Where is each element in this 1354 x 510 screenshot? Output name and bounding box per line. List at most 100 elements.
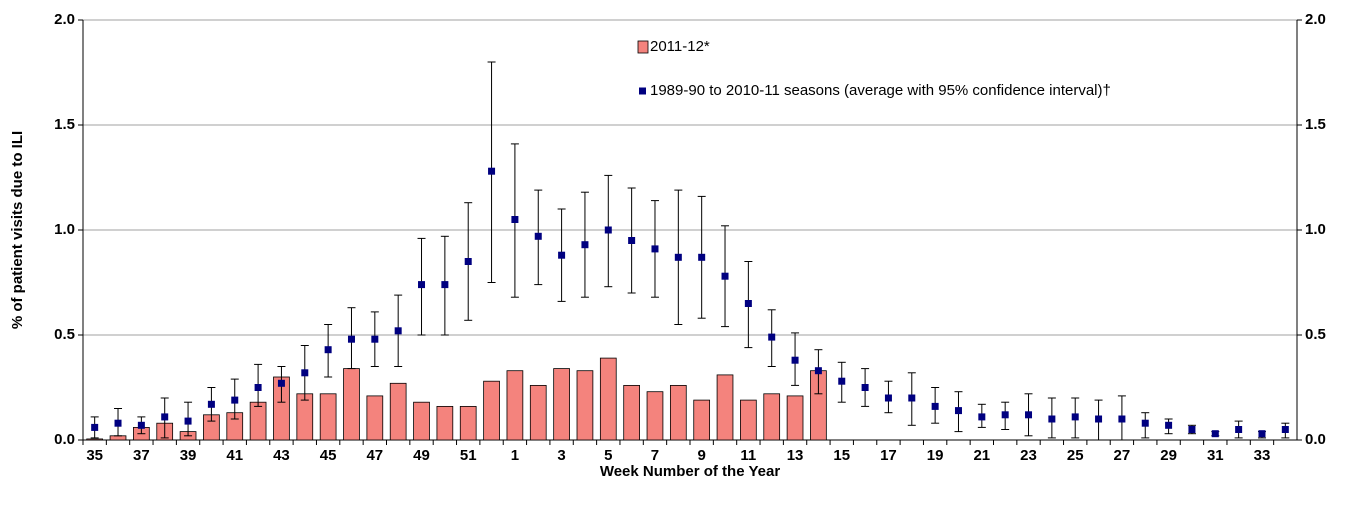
bar xyxy=(296,393,314,441)
marker xyxy=(137,421,145,429)
bar xyxy=(599,357,617,441)
marker xyxy=(931,402,939,410)
marker xyxy=(441,281,449,289)
bar xyxy=(623,384,640,441)
marker xyxy=(207,400,215,408)
bar xyxy=(669,384,687,441)
x-tick-label: 47 xyxy=(366,447,383,464)
marker xyxy=(1001,411,1009,419)
y-tick-label: 1.0 xyxy=(54,221,75,238)
marker xyxy=(674,253,682,261)
marker xyxy=(394,327,402,335)
x-tick-label: 35 xyxy=(86,447,103,464)
marker xyxy=(1211,430,1219,438)
y-tick-label: 0.5 xyxy=(54,326,75,343)
y2-tick-label: 0.5 xyxy=(1305,326,1326,343)
x-tick-label: 13 xyxy=(787,447,804,464)
bar xyxy=(716,374,734,441)
marker xyxy=(1235,426,1243,433)
x-tick-label: 39 xyxy=(180,447,197,464)
marker xyxy=(698,253,706,261)
marker xyxy=(231,396,239,404)
bar xyxy=(529,384,547,441)
marker xyxy=(954,407,962,415)
y-tick-label: 2.0 xyxy=(54,11,75,28)
x-tick-label: 9 xyxy=(698,447,706,464)
x-tick-label: 31 xyxy=(1207,447,1224,464)
bar xyxy=(740,399,757,441)
legend-label: 1989-90 to 2010-11 seasons (average with… xyxy=(650,82,1111,99)
x-tick-label: 3 xyxy=(557,447,565,464)
bar xyxy=(249,401,267,441)
y-tick-label: 1.5 xyxy=(54,116,75,133)
marker xyxy=(161,413,169,421)
x-tick-label: 49 xyxy=(413,447,430,464)
marker xyxy=(604,226,612,234)
x-tick-label: 25 xyxy=(1067,447,1084,464)
bar xyxy=(483,380,500,441)
bar xyxy=(366,395,384,441)
marker xyxy=(978,413,986,421)
marker xyxy=(884,394,892,402)
x-tick-label: 33 xyxy=(1254,447,1271,464)
marker xyxy=(1025,411,1033,419)
marker xyxy=(418,281,426,289)
x-tick-label: 37 xyxy=(133,447,150,464)
marker xyxy=(744,300,752,307)
y-tick-label: 0.0 xyxy=(54,431,75,448)
marker xyxy=(347,335,355,343)
bar xyxy=(459,405,477,441)
bar xyxy=(506,370,524,441)
marker xyxy=(838,377,846,385)
legend-label: 2011-12* xyxy=(650,38,710,55)
bar xyxy=(786,395,804,441)
x-tick-label: 11 xyxy=(740,447,756,464)
marker xyxy=(184,417,192,425)
marker xyxy=(861,384,869,391)
marker xyxy=(324,346,332,354)
marker xyxy=(91,423,99,431)
marker xyxy=(1071,413,1079,421)
y2-tick-label: 2.0 xyxy=(1305,11,1326,28)
marker xyxy=(558,251,566,259)
y2-tick-label: 1.5 xyxy=(1305,116,1326,133)
x-tick-label: 43 xyxy=(273,447,290,464)
marker xyxy=(814,367,822,375)
marker xyxy=(768,333,776,341)
marker xyxy=(651,245,659,253)
x-tick-label: 27 xyxy=(1114,447,1131,464)
legend-swatch xyxy=(639,87,646,95)
bar xyxy=(389,382,407,441)
x-tick-label: 45 xyxy=(320,447,337,464)
marker xyxy=(254,384,262,391)
bar xyxy=(86,438,104,441)
x-tick-label: 1 xyxy=(511,447,519,464)
marker xyxy=(581,241,589,249)
bar xyxy=(693,399,711,441)
bar xyxy=(436,405,454,441)
bar xyxy=(553,368,570,441)
marker xyxy=(1118,415,1126,423)
marker xyxy=(908,394,916,402)
y2-tick-label: 1.0 xyxy=(1305,221,1326,238)
x-axis-title: Week Number of the Year xyxy=(600,463,781,480)
marker xyxy=(1188,426,1196,433)
marker xyxy=(1048,415,1056,423)
bar xyxy=(319,393,337,441)
x-tick-label: 29 xyxy=(1160,447,1177,464)
bar xyxy=(343,368,360,441)
marker xyxy=(1258,430,1266,438)
x-tick-label: 41 xyxy=(226,447,243,464)
marker xyxy=(301,369,309,377)
marker xyxy=(1281,426,1289,433)
x-tick-label: 17 xyxy=(880,447,897,464)
bar xyxy=(413,401,430,441)
marker xyxy=(277,379,285,387)
x-tick-label: 21 xyxy=(973,447,990,464)
marker xyxy=(1141,419,1149,427)
marker xyxy=(371,335,379,343)
y2-tick-label: 0.0 xyxy=(1305,431,1326,448)
marker xyxy=(791,356,799,364)
bar xyxy=(763,393,781,441)
x-tick-label: 5 xyxy=(604,447,612,464)
